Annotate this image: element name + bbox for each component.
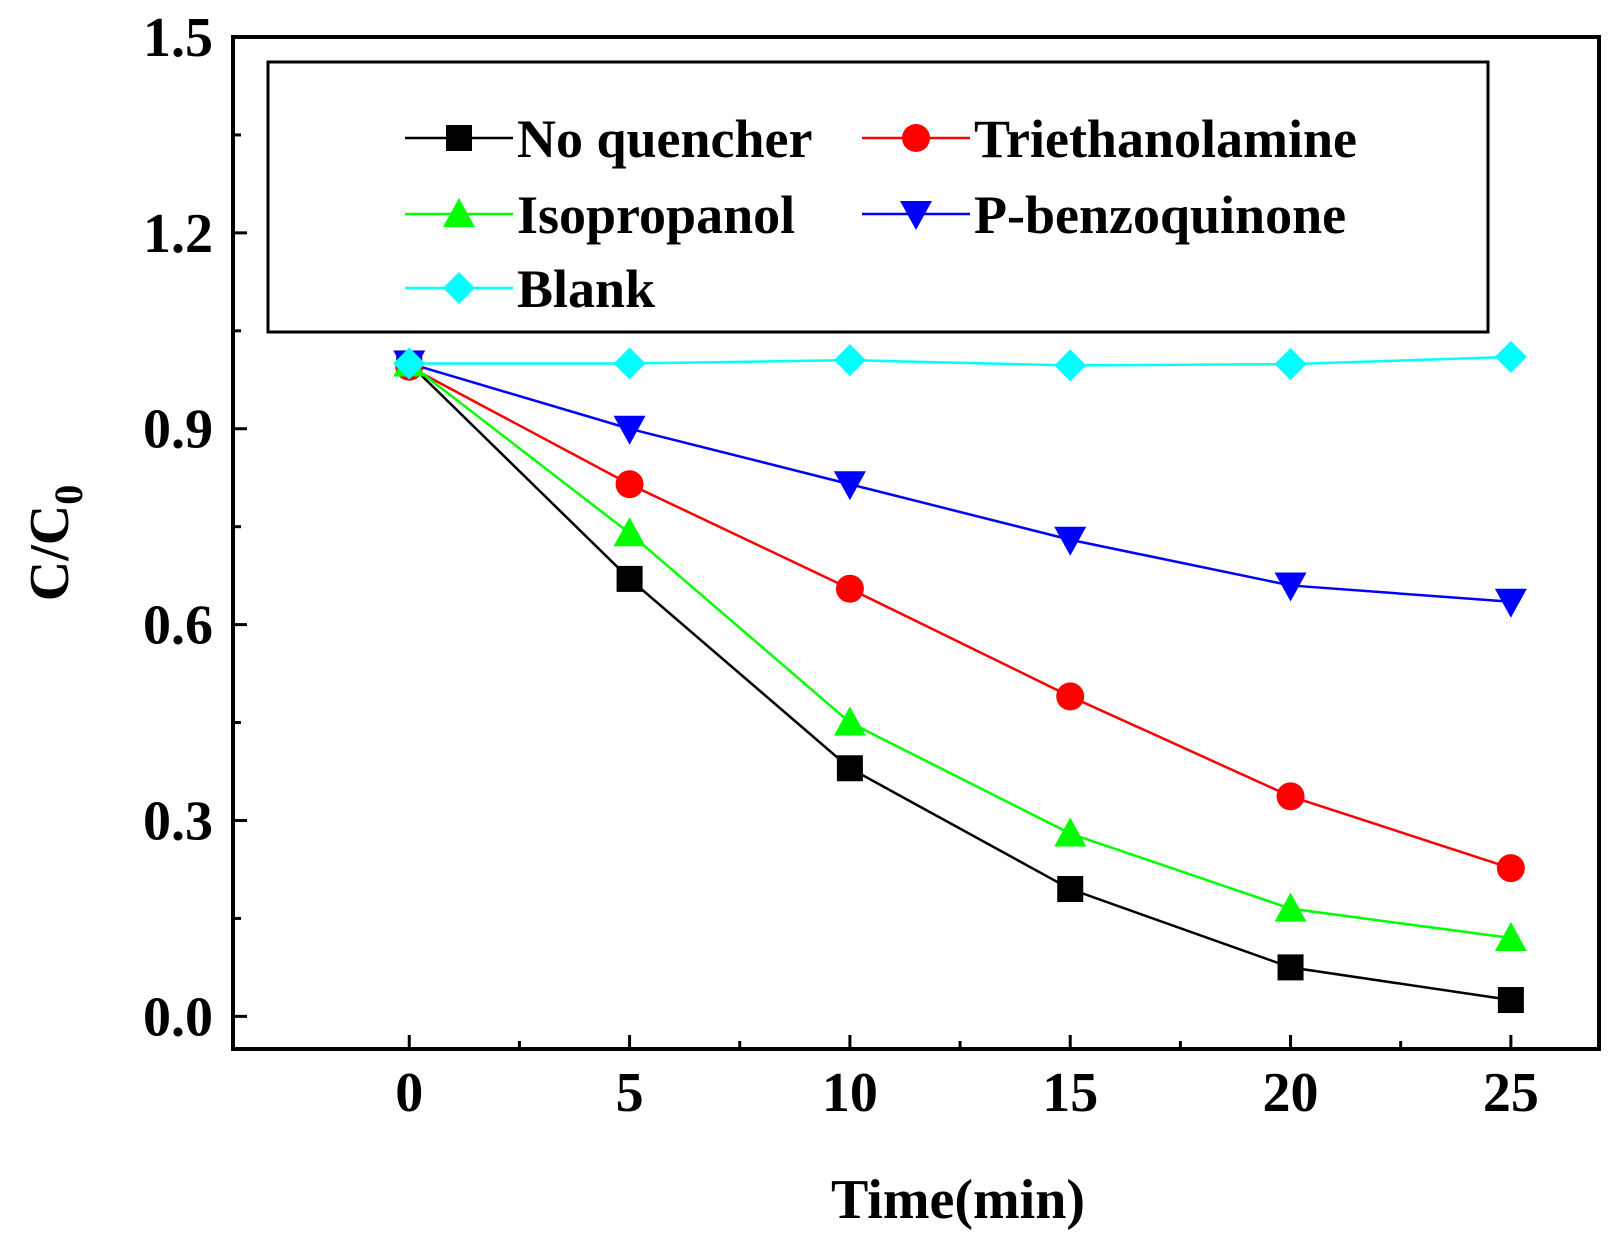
data-point-no-quencher bbox=[836, 755, 863, 782]
x-tick-label: 10 bbox=[822, 1062, 878, 1124]
data-point-triethanolamine bbox=[615, 470, 644, 499]
legend-marker-p-benzoquinone bbox=[900, 201, 932, 230]
x-tick-label: 20 bbox=[1263, 1062, 1319, 1124]
data-point-p-benzoquinone bbox=[833, 471, 866, 501]
y-tick-label: 0.0 bbox=[143, 986, 213, 1048]
x-tick-label: 5 bbox=[616, 1062, 644, 1124]
legend-label-isopropanol: Isopropanol bbox=[517, 185, 795, 245]
data-point-isopropanol bbox=[1494, 922, 1527, 952]
legend-label-no-quencher: No quencher bbox=[517, 109, 813, 169]
data-point-blank bbox=[613, 347, 646, 380]
data-point-triethanolamine bbox=[1496, 854, 1525, 883]
series-markers bbox=[393, 340, 1527, 1014]
y-tick-label: 1.5 bbox=[143, 7, 213, 69]
data-point-blank bbox=[1274, 348, 1307, 381]
y-tick-label: 0.9 bbox=[143, 399, 213, 461]
legend-label-p-benzoquinone: P-benzoquinone bbox=[974, 185, 1346, 245]
data-point-blank bbox=[1494, 340, 1527, 373]
y-axis-title-main: C/C bbox=[19, 505, 81, 601]
x-tick-label: 25 bbox=[1483, 1062, 1539, 1124]
data-point-triethanolamine bbox=[1056, 682, 1085, 711]
data-point-p-benzoquinone bbox=[613, 415, 646, 445]
y-tick-label: 0.3 bbox=[143, 790, 213, 852]
series-lines bbox=[408, 355, 1512, 1002]
data-point-isopropanol bbox=[613, 517, 646, 547]
y-axis-title: C/C0 bbox=[19, 485, 91, 601]
axis-ticks: 0 5 10 15 20 25 0.0 0.3 0.6 0.9 1.2 1.5 bbox=[143, 7, 1539, 1124]
data-point-triethanolamine bbox=[1276, 782, 1305, 811]
legend-marker-no-quencher bbox=[446, 125, 472, 151]
legend-marker-isopropanol bbox=[443, 198, 475, 227]
legend-label-blank: Blank bbox=[517, 259, 655, 319]
data-point-isopropanol bbox=[1274, 892, 1307, 922]
data-point-p-benzoquinone bbox=[1274, 572, 1307, 602]
series-line-blank bbox=[409, 355, 1511, 367]
data-point-no-quencher bbox=[616, 565, 643, 592]
x-axis-title: Time(min) bbox=[831, 1169, 1085, 1231]
data-point-no-quencher bbox=[1057, 876, 1084, 903]
data-point-blank bbox=[393, 347, 426, 380]
y-tick-label: 1.2 bbox=[143, 203, 213, 265]
legend-marker-triethanolamine bbox=[902, 124, 930, 152]
data-point-isopropanol bbox=[1054, 817, 1087, 847]
legend: No quencher Triethanolamine Isopropanol P-b… bbox=[405, 109, 1357, 319]
series-line-triethanolamine bbox=[408, 365, 1512, 870]
legend-label-triethanolamine: Triethanolamine bbox=[974, 109, 1357, 169]
data-point-blank bbox=[1054, 349, 1087, 382]
series-line-no-quencher bbox=[408, 362, 1512, 1002]
data-point-no-quencher bbox=[1497, 987, 1524, 1014]
data-point-p-benzoquinone bbox=[1494, 588, 1527, 618]
series-line-p-benzoquinone bbox=[408, 362, 1511, 604]
plot-area-frame bbox=[231, 35, 1601, 1051]
x-tick-label: 15 bbox=[1042, 1062, 1098, 1124]
y-tick-label: 0.6 bbox=[143, 595, 213, 657]
x-tick-label: 0 bbox=[395, 1062, 423, 1124]
data-point-isopropanol bbox=[833, 706, 866, 736]
legend-marker-blank bbox=[443, 272, 475, 304]
svg-text:C/C0: C/C0 bbox=[19, 485, 91, 601]
data-point-blank bbox=[833, 344, 866, 377]
data-point-p-benzoquinone bbox=[1054, 526, 1087, 556]
series-line-isopropanol bbox=[408, 362, 1512, 940]
data-point-triethanolamine bbox=[835, 574, 864, 603]
y-axis-title-subscript: 0 bbox=[46, 485, 91, 505]
data-point-no-quencher bbox=[1277, 954, 1304, 981]
